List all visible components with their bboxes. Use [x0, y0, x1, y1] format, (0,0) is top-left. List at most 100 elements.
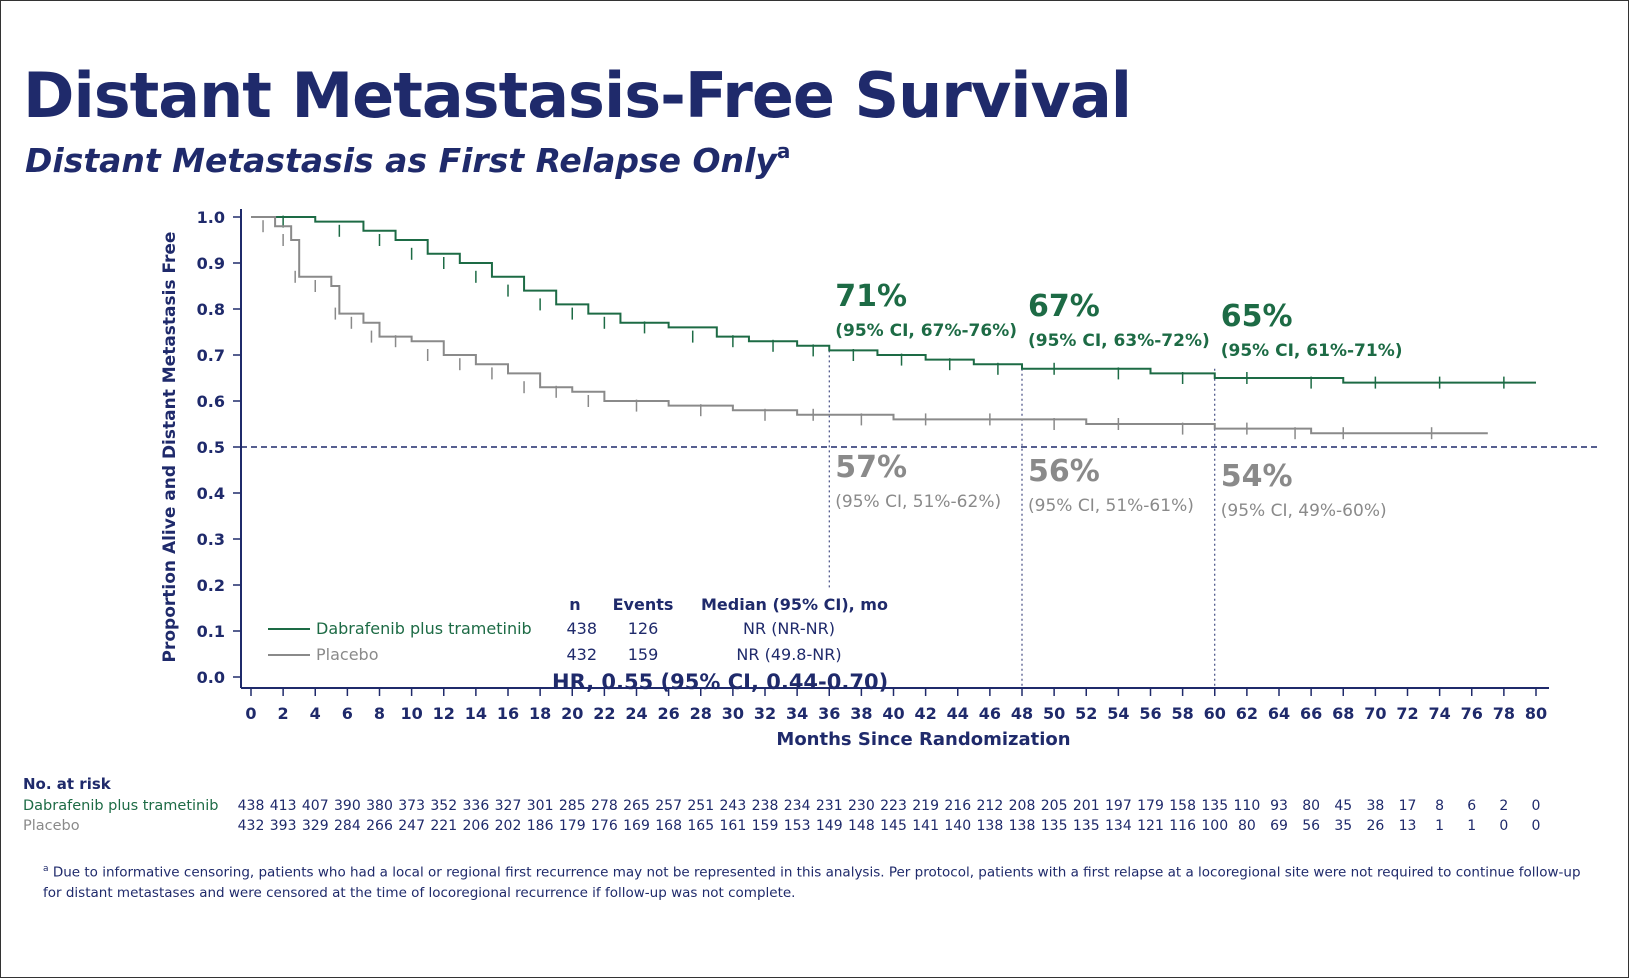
x-tick-label: 56: [1139, 704, 1161, 723]
at-risk-value: 327: [495, 798, 522, 814]
at-risk-value: 432: [238, 818, 265, 834]
at-risk-value: 407: [302, 798, 329, 814]
x-tick-label: 38: [850, 704, 872, 723]
at-risk-value: 80: [1238, 818, 1256, 834]
x-tick-label: 42: [914, 704, 936, 723]
at-risk-value: 116: [1169, 818, 1196, 834]
at-risk-value: 205: [1041, 798, 1068, 814]
at-risk-value: 176: [591, 818, 618, 834]
legend-events: 126: [628, 619, 659, 638]
at-risk-value: 438: [238, 798, 265, 814]
at-risk-value: 208: [1009, 798, 1036, 814]
at-risk-value: 135: [1073, 818, 1100, 834]
x-tick-label: 30: [722, 704, 744, 723]
at-risk-value: 168: [655, 818, 682, 834]
at-risk-value: 285: [559, 798, 586, 814]
at-risk-value: 138: [1009, 818, 1036, 834]
landmark-ci: (95% CI, 51%-61%): [1028, 496, 1194, 516]
x-tick-label: 80: [1525, 704, 1547, 723]
x-tick-label: 46: [979, 704, 1001, 723]
legend-median: NR (NR-NR): [743, 619, 835, 638]
at-risk-value: 69: [1270, 818, 1288, 834]
at-risk-value: 201: [1073, 798, 1100, 814]
at-risk-value: 45: [1334, 798, 1352, 814]
subtitle-text: Distant Metastasis as First Relapse Only: [25, 141, 777, 180]
at-risk-value: 219: [912, 798, 939, 814]
at-risk-value: 390: [334, 798, 361, 814]
legend-label: Dabrafenib plus trametinib: [316, 619, 532, 638]
x-tick-label: 74: [1428, 704, 1450, 723]
at-risk-value: 234: [784, 798, 811, 814]
y-tick-label: 1.0: [197, 208, 225, 227]
landmark-ci: (95% CI, 51%-62%): [835, 492, 1001, 512]
at-risk-value: 134: [1105, 818, 1132, 834]
landmark-pct: 57%: [835, 450, 907, 485]
landmark-ci: (95% CI, 61%-71%): [1221, 341, 1403, 361]
at-risk-value: 284: [334, 818, 361, 834]
at-risk-value: 197: [1105, 798, 1132, 814]
x-tick-label: 16: [497, 704, 519, 723]
at-risk-value: 0: [1532, 798, 1541, 814]
landmark-pct: 67%: [1028, 289, 1100, 324]
at-risk-value: 266: [366, 818, 393, 834]
landmark-ci: (95% CI, 67%-76%): [835, 321, 1017, 341]
at-risk-value: 135: [1201, 798, 1228, 814]
at-risk-value: 212: [977, 798, 1004, 814]
at-risk-heading: No. at risk: [23, 775, 112, 793]
at-risk-value: 1: [1467, 818, 1476, 834]
legend-n: 432: [566, 645, 597, 664]
at-risk-value: 0: [1499, 818, 1508, 834]
at-risk-value: 179: [1137, 798, 1164, 814]
at-risk-value: 145: [880, 818, 907, 834]
x-tick-label: 70: [1364, 704, 1386, 723]
page-subtitle: Distant Metastasis as First Relapse Only…: [25, 139, 790, 180]
x-tick-label: 20: [561, 704, 583, 723]
x-tick-label: 52: [1075, 704, 1097, 723]
at-risk-value: 17: [1399, 798, 1417, 814]
legend-header-median: Median (95% CI), mo: [701, 595, 888, 614]
x-tick-label: 64: [1268, 704, 1290, 723]
at-risk-value: 265: [623, 798, 650, 814]
at-risk-value: 161: [720, 818, 747, 834]
y-axis-label: Proportion Alive and Distant Metastasis …: [160, 232, 180, 663]
at-risk-value: 35: [1334, 818, 1352, 834]
at-risk-label: Dabrafenib plus trametinib: [23, 798, 218, 814]
legend-header-n: n: [569, 595, 580, 614]
at-risk-value: 230: [848, 798, 875, 814]
at-risk-value: 38: [1366, 798, 1384, 814]
landmark-pct: 71%: [835, 279, 907, 314]
at-risk-value: 352: [430, 798, 457, 814]
x-tick-label: 10: [400, 704, 422, 723]
x-tick-label: 54: [1107, 704, 1129, 723]
at-risk-value: 158: [1169, 798, 1196, 814]
x-tick-label: 68: [1332, 704, 1354, 723]
footnote-text: Due to informative censoring, patients w…: [43, 864, 1581, 901]
x-tick-label: 34: [786, 704, 808, 723]
y-tick-label: 0.5: [197, 438, 225, 457]
at-risk-value: 216: [944, 798, 971, 814]
x-tick-label: 58: [1171, 704, 1193, 723]
at-risk-value: 247: [398, 818, 425, 834]
x-tick-label: 22: [593, 704, 615, 723]
at-risk-value: 223: [880, 798, 907, 814]
y-tick-label: 0.4: [197, 484, 225, 503]
at-risk-value: 186: [527, 818, 554, 834]
at-risk-value: 121: [1137, 818, 1164, 834]
at-risk-value: 6: [1467, 798, 1476, 814]
landmark-pct: 56%: [1028, 454, 1100, 489]
landmark-pct: 65%: [1221, 299, 1293, 334]
at-risk-value: 148: [848, 818, 875, 834]
x-tick-label: 24: [625, 704, 647, 723]
km-chart: 0.00.10.20.30.40.50.60.70.80.91.00 2 4 6 8 10…: [23, 208, 1601, 834]
at-risk-value: 257: [655, 798, 682, 814]
y-tick-label: 0.3: [197, 530, 225, 549]
at-risk-value: 373: [398, 798, 425, 814]
x-tick-label: 40: [882, 704, 904, 723]
x-tick-label: 0: [245, 704, 256, 723]
x-tick-label: 50: [1043, 704, 1065, 723]
at-risk-value: 56: [1302, 818, 1320, 834]
at-risk-value: 135: [1041, 818, 1068, 834]
x-tick-label: 14: [465, 704, 487, 723]
at-risk-value: 221: [430, 818, 457, 834]
at-risk-value: 329: [302, 818, 329, 834]
